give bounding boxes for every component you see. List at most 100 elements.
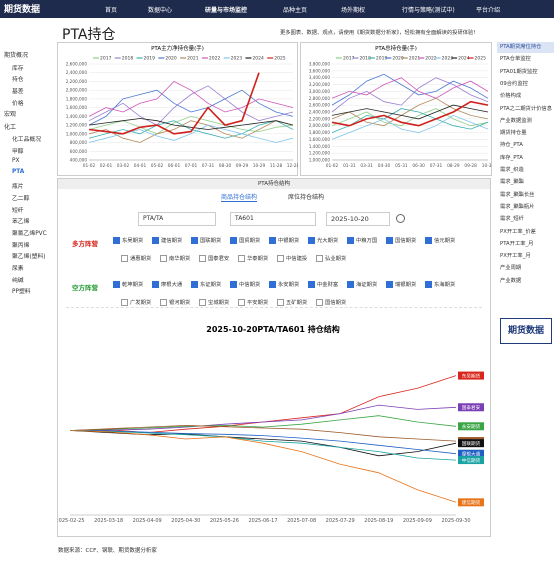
- nav-item[interactable]: 行情与策略(测试中): [402, 7, 455, 14]
- checkbox[interactable]: 南华期货: [160, 254, 190, 262]
- checkbox-box[interactable]: [113, 281, 120, 288]
- nav-item[interactable]: 数据中心: [148, 7, 173, 14]
- checkbox-box[interactable]: [238, 255, 245, 262]
- menu-item[interactable]: 短纤: [12, 207, 24, 214]
- menu-item[interactable]: 需求_聚酯长丝: [500, 191, 535, 198]
- checkbox[interactable]: 广发期货: [121, 298, 151, 306]
- checkbox-box[interactable]: [160, 255, 167, 262]
- checkbox[interactable]: 国信期货: [316, 298, 346, 306]
- menu-item[interactable]: 持仓_PTA: [500, 142, 523, 149]
- menu-item[interactable]: PTA之二期货计价信息: [500, 105, 553, 112]
- checkbox[interactable]: 东证期货: [191, 280, 221, 288]
- checkbox-box[interactable]: [316, 299, 323, 306]
- checkbox-box[interactable]: [160, 299, 167, 306]
- menu-item[interactable]: 产业周期: [500, 265, 522, 272]
- checkbox-box[interactable]: [199, 255, 206, 262]
- checkbox-box[interactable]: [308, 281, 315, 288]
- menu-item[interactable]: 聚氯乙烯PVC: [12, 230, 47, 237]
- checkbox[interactable]: 宝城期货: [199, 298, 229, 306]
- checkbox-box[interactable]: [316, 255, 323, 262]
- checkbox[interactable]: 通惠期货: [121, 254, 151, 262]
- logo[interactable]: 期货数据: [4, 5, 41, 15]
- menu-item[interactable]: 价格构成: [500, 93, 522, 100]
- menu-item[interactable]: 需求_聚酯: [500, 179, 524, 186]
- menu-item[interactable]: 瓶片: [12, 184, 24, 191]
- checkbox-box[interactable]: [277, 255, 284, 262]
- checkbox[interactable]: 中信建投: [277, 254, 307, 262]
- checkbox[interactable]: 国贸期货: [230, 236, 260, 244]
- checkbox-box[interactable]: [113, 237, 120, 244]
- checkbox[interactable]: 建信期货: [152, 236, 182, 244]
- tab[interactable]: 商品持仓结构: [221, 194, 258, 202]
- checkbox-box[interactable]: [386, 281, 393, 288]
- menu-item[interactable]: PTA开工率_月: [500, 240, 534, 247]
- clock-icon[interactable]: [396, 214, 405, 223]
- menu-group[interactable]: 化工: [4, 123, 17, 131]
- menu-item[interactable]: 甲醇: [12, 149, 24, 155]
- date-picker[interactable]: 2025-10-20: [326, 212, 390, 226]
- checkbox[interactable]: 瑞银期货: [386, 280, 416, 288]
- checkbox[interactable]: 国信期货: [386, 236, 416, 244]
- checkbox-box[interactable]: [347, 237, 354, 244]
- menu-group[interactable]: 期货概况: [4, 52, 29, 59]
- checkbox[interactable]: 光大期货: [308, 236, 338, 244]
- menu-item[interactable]: 尿素: [12, 266, 24, 272]
- menu-item[interactable]: 09合约监控: [500, 80, 528, 87]
- menu-item[interactable]: 需求_聚酯瓶片: [500, 203, 535, 210]
- checkbox[interactable]: 信元期货: [425, 236, 455, 244]
- checkbox-box[interactable]: [121, 299, 128, 306]
- checkbox[interactable]: 弘业期货: [316, 254, 346, 262]
- menu-item[interactable]: PX开工率_月: [500, 253, 531, 260]
- checkbox[interactable]: 五矿期货: [277, 298, 307, 306]
- checkbox-box[interactable]: [308, 237, 315, 244]
- menu-item[interactable]: 化工品概况: [12, 137, 41, 144]
- menu-item[interactable]: 需求_短纤: [500, 216, 524, 223]
- menu-item[interactable]: 乙二醇: [12, 195, 30, 202]
- checkbox-box[interactable]: [230, 281, 237, 288]
- menu-item[interactable]: 价格: [12, 100, 24, 107]
- checkbox-box[interactable]: [191, 237, 198, 244]
- checkbox[interactable]: 中粮万国: [347, 236, 377, 244]
- product-select[interactable]: PTA/TA: [138, 212, 216, 226]
- checkbox[interactable]: 国联期货: [191, 236, 221, 244]
- menu-item[interactable]: PP塑料: [12, 289, 31, 296]
- checkbox[interactable]: 中信期货: [230, 280, 260, 288]
- checkbox-box[interactable]: [152, 281, 159, 288]
- tab[interactable]: 席位持仓结构: [288, 194, 325, 201]
- checkbox[interactable]: 永安期货: [269, 280, 299, 288]
- menu-item[interactable]: 需求_织造: [500, 167, 524, 173]
- menu-item[interactable]: 产业数据监测: [500, 117, 532, 124]
- contract-select[interactable]: TA601: [230, 212, 316, 226]
- checkbox-box[interactable]: [425, 237, 432, 244]
- checkbox[interactable]: 银河期货: [160, 298, 190, 306]
- nav-item[interactable]: 品种主页: [283, 7, 308, 14]
- menu-item[interactable]: 持仓: [12, 77, 24, 84]
- nav-item[interactable]: 平台介绍: [476, 7, 501, 14]
- menu-item[interactable]: PX: [12, 157, 20, 164]
- menu-item[interactable]: PTA01期货监控: [500, 68, 538, 75]
- menu-item[interactable]: 库存: [12, 65, 24, 72]
- menu-item[interactable]: 聚乙烯(塑料): [12, 254, 46, 261]
- menu-item[interactable]: 产业数据: [500, 277, 522, 284]
- checkbox[interactable]: 海证期货: [347, 280, 377, 288]
- menu-item[interactable]: 期货持仓量: [500, 130, 527, 137]
- checkbox-box[interactable]: [121, 255, 128, 262]
- menu-item[interactable]: 库存_PTA: [500, 154, 523, 161]
- checkbox-box[interactable]: [152, 237, 159, 244]
- checkbox[interactable]: 中银期货: [269, 236, 299, 244]
- menu-item[interactable]: PTA期货席位持仓: [497, 42, 554, 53]
- menu-item[interactable]: 纯碱: [12, 277, 24, 284]
- checkbox-box[interactable]: [386, 237, 393, 244]
- checkbox[interactable]: 东海期货: [425, 280, 455, 288]
- checkbox-box[interactable]: [277, 299, 284, 306]
- menu-item[interactable]: 聚丙烯: [12, 242, 30, 249]
- checkbox[interactable]: 华泰期货: [238, 254, 268, 262]
- checkbox-box[interactable]: [269, 237, 276, 244]
- checkbox-box[interactable]: [199, 299, 206, 306]
- checkbox-box[interactable]: [230, 237, 237, 244]
- checkbox-box[interactable]: [425, 281, 432, 288]
- checkbox[interactable]: 东吴期货: [113, 236, 143, 244]
- menu-item[interactable]: PX开工率_价差: [500, 228, 536, 235]
- menu-item[interactable]: PTA仓单监控: [500, 56, 531, 63]
- checkbox[interactable]: 乾坤期货: [113, 280, 143, 288]
